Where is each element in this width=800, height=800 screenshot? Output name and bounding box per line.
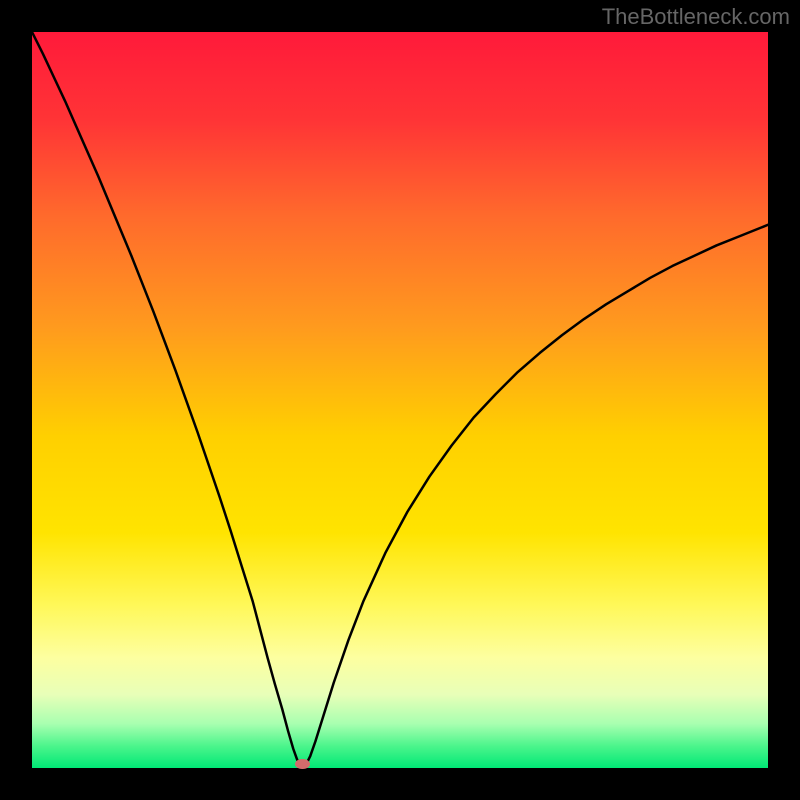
watermark-text: TheBottleneck.com xyxy=(602,4,790,30)
bottleneck-curve xyxy=(32,32,768,768)
chart-canvas: TheBottleneck.com xyxy=(0,0,800,800)
plot-area xyxy=(32,32,768,768)
